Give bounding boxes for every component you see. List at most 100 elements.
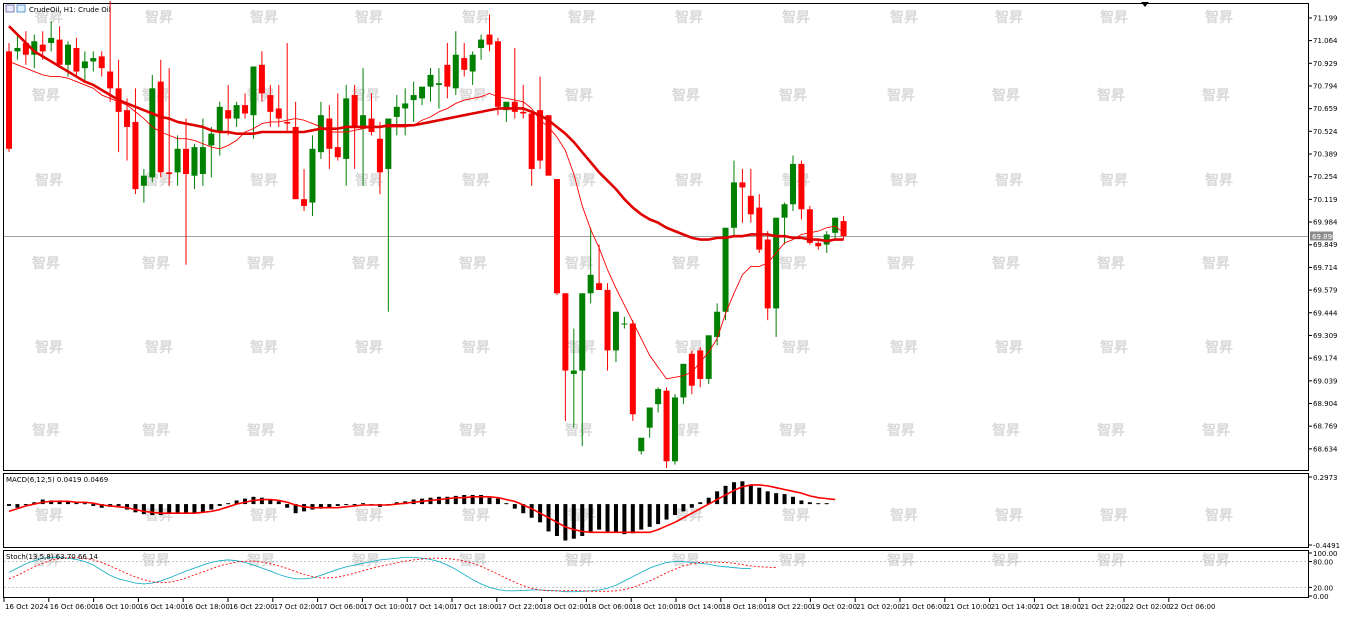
- watermark-text: 智昇: [458, 552, 487, 569]
- time-tick-label: 16 Oct 14:00: [139, 603, 185, 611]
- candle-body: [317, 115, 324, 153]
- watermark-text: 智昇: [781, 339, 810, 356]
- macd-signal-line: [8, 484, 836, 534]
- macd-histogram-bar: [175, 504, 180, 514]
- macd-histogram-bar: [681, 504, 686, 512]
- chart-symbol-icon[interactable]: [16, 4, 26, 13]
- watermark-text: 智昇: [144, 339, 173, 356]
- watermark-text: 智昇: [994, 339, 1023, 356]
- price-tick-label: 69.039: [1313, 377, 1338, 385]
- chart-menu-icon[interactable]: [5, 4, 15, 13]
- time-tick-label: 17 Oct 18:00: [453, 603, 499, 611]
- macd-histogram-bar: [285, 504, 290, 508]
- watermark-text: 智昇: [1096, 87, 1125, 104]
- time-tick-label: 21 Oct 10:00: [946, 603, 992, 611]
- watermark-text: 智昇: [34, 507, 63, 524]
- macd-histogram-bar: [597, 504, 602, 530]
- watermark-text: 智昇: [1201, 552, 1230, 569]
- candle-body: [739, 182, 746, 188]
- macd-histogram-bar: [824, 503, 829, 505]
- watermark-text: 智昇: [1096, 255, 1125, 272]
- watermark-text: 智昇: [354, 9, 383, 26]
- watermark-text: 智昇: [1201, 255, 1230, 272]
- macd-histogram-bar: [479, 494, 484, 505]
- macd-histogram-bar: [32, 502, 37, 505]
- macd-histogram-bar: [268, 499, 273, 505]
- macd-histogram-bar: [293, 504, 298, 514]
- watermark-text: 智昇: [1099, 172, 1128, 189]
- candle-body: [520, 111, 527, 114]
- candle-body: [48, 37, 55, 43]
- watermark-text: 智昇: [778, 87, 807, 104]
- candle-body: [360, 115, 367, 129]
- candle-body: [376, 138, 383, 173]
- candle-body: [832, 217, 839, 233]
- macd-histogram-bar: [605, 504, 610, 532]
- macd-histogram-bar: [200, 504, 205, 513]
- main-panel-frame: [3, 3, 1309, 471]
- watermark-text: 智昇: [141, 255, 170, 272]
- candle-body: [6, 51, 12, 149]
- watermark-text: 智昇: [461, 9, 490, 26]
- scroll-marker-icon[interactable]: [1141, 2, 1149, 7]
- time-tick-label: 16 Oct 06:00: [50, 603, 96, 611]
- time-tick-label: 17 Oct 22:00: [498, 603, 544, 611]
- price-tick-label: 70.524: [1313, 128, 1338, 136]
- watermark-text: 智昇: [564, 422, 593, 439]
- watermark-text: 智昇: [461, 172, 490, 189]
- watermark-text: 智昇: [31, 255, 60, 272]
- candle-body: [511, 101, 518, 112]
- chart-header: CrudeOil, H1: Crude Oil: [5, 2, 1149, 14]
- macd-tick-label: -0.4491: [1313, 542, 1340, 550]
- candle-body: [140, 175, 147, 186]
- macd-histogram-bar: [23, 504, 28, 506]
- macd-tick-label: 0.2973: [1313, 474, 1338, 482]
- watermark-text: 智昇: [1096, 552, 1125, 569]
- candle-body: [402, 103, 409, 109]
- macd-histogram-bar: [167, 504, 172, 514]
- time-tick-label: 16 Oct 10:00: [95, 603, 141, 611]
- macd-histogram-bar: [748, 484, 753, 505]
- macd-histogram-bar: [731, 482, 736, 505]
- candle-body: [604, 289, 611, 351]
- macd-histogram-bar: [656, 504, 661, 525]
- candle-body: [334, 147, 341, 158]
- price-tick-label: 69.714: [1313, 264, 1338, 272]
- watermark-text: 智昇: [1204, 507, 1233, 524]
- candle-body: [444, 64, 451, 87]
- time-tick-label: 21 Oct 18:00: [1035, 603, 1081, 611]
- stoch-tick-label: 0.00: [1313, 593, 1329, 601]
- price-tick-label: 70.119: [1313, 196, 1338, 204]
- macd-histogram-bar: [7, 504, 11, 506]
- time-tick-label: 16 Oct 2024: [5, 603, 49, 611]
- candle-body: [56, 39, 63, 65]
- macd-histogram-bar: [765, 491, 770, 505]
- candle-body: [368, 118, 375, 132]
- macd-histogram-bar: [698, 502, 703, 505]
- watermark-text: 智昇: [1204, 9, 1233, 26]
- watermark-text: 智昇: [144, 9, 173, 26]
- watermark-text: 智昇: [249, 172, 278, 189]
- macd-panel: [7, 481, 836, 541]
- watermark-text: 智昇: [991, 422, 1020, 439]
- candle-body: [199, 147, 206, 174]
- candle-body: [688, 353, 695, 386]
- candle-body: [435, 83, 442, 85]
- macd-histogram-bar: [276, 501, 281, 505]
- watermark-text: 智昇: [671, 422, 700, 439]
- watermark-text: 智昇: [991, 552, 1020, 569]
- macd-histogram-bar: [470, 494, 475, 505]
- macd-histogram-bar: [116, 504, 121, 506]
- macd-histogram-bar: [529, 504, 534, 518]
- candle-body: [545, 115, 552, 176]
- watermark-text: 智昇: [246, 255, 275, 272]
- candle-body: [671, 397, 678, 462]
- watermark-text: 智昇: [249, 339, 278, 356]
- candle-body: [208, 133, 215, 146]
- candle-body: [166, 172, 173, 174]
- watermark-text: 智昇: [889, 339, 918, 356]
- candle-body: [596, 283, 603, 290]
- price-tick-label: 70.389: [1313, 151, 1338, 159]
- watermark-text: 智昇: [778, 255, 807, 272]
